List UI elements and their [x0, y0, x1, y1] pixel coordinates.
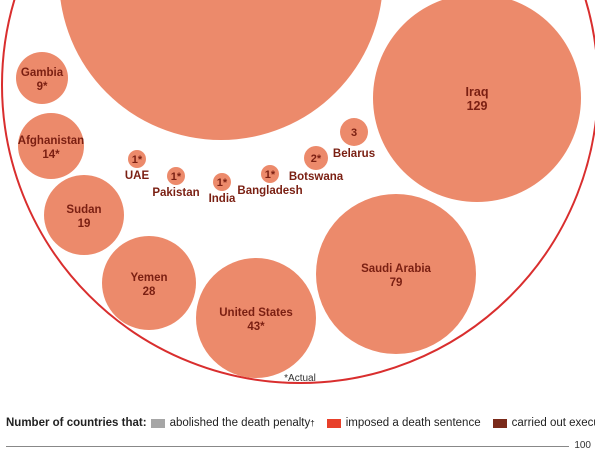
bubble-label-uae: UAE: [125, 170, 150, 182]
bubble-label-gambia: Gambia: [21, 67, 64, 79]
legend-swatch-abolished: [150, 418, 165, 428]
axis-line: [6, 446, 569, 447]
bubble-value-sudan: 19: [78, 218, 91, 230]
legend-label-sentence: imposed a death sentence: [345, 417, 481, 429]
bubble-label-saudi-arabia: Saudi Arabia: [361, 263, 431, 275]
bubble-value-belarus: 3: [351, 127, 357, 139]
bubble-value-uae: 1*: [132, 154, 143, 166]
bubble-pakistan: [167, 167, 185, 185]
bubble-label-pakistan: Pakistan: [152, 187, 199, 199]
bubble-saudi-arabia: [316, 194, 476, 354]
bubble-label-bangladesh: Bangladesh: [237, 185, 302, 197]
bubble-value-bangladesh: 1*: [265, 169, 276, 181]
bubble-value-botswana: 2*: [311, 153, 322, 165]
legend-item-abolished: abolished the death penalty †: [150, 417, 315, 429]
legend-label-executions: carried out executions: [511, 417, 595, 429]
legend-swatch-sentence: [326, 418, 341, 428]
bubble-label-united-states: United States: [219, 307, 293, 319]
bubble-gambia: [16, 52, 68, 104]
bubble-value-saudi-arabia: 79: [390, 277, 403, 289]
legend-label-abolished: abolished the death penalty: [169, 417, 311, 429]
bubble-sudan: [44, 175, 124, 255]
bubble-label-iraq: Iraq: [466, 85, 489, 99]
legend-item-executions: carried out executions: [492, 417, 595, 429]
legend-item-sentence: imposed a death sentence: [326, 417, 481, 429]
bubble-value-gambia: 9*: [37, 81, 48, 93]
legend-title: Number of countries that:: [6, 417, 147, 429]
bubble-label-afghanistan: Afghanistan: [18, 135, 84, 147]
bubble-belarus: [340, 118, 368, 146]
bubble-value-united-states: 43*: [247, 321, 265, 333]
legend: Number of countries that: abolished the …: [6, 417, 595, 429]
legend-dagger-marker: †: [310, 418, 315, 428]
bubble-india: [213, 173, 231, 191]
axis-tick-label: 100: [574, 440, 591, 451]
bubble-iran: [60, 0, 382, 140]
bubble-value-yemen: 28: [143, 286, 156, 298]
bubble-uae: [128, 150, 146, 168]
bubble-label-yemen: Yemen: [130, 272, 167, 284]
bubble-yemen: [102, 236, 196, 330]
bubble-bangladesh: [261, 165, 279, 183]
bubble-value-afghanistan: 14*: [42, 149, 60, 161]
bubble-value-pakistan: 1*: [171, 171, 182, 183]
bubble-label-sudan: Sudan: [66, 204, 101, 216]
footnote-actual: *Actual: [284, 373, 316, 384]
bubble-label-india: India: [209, 193, 236, 205]
bubble-value-iraq: 129: [467, 99, 488, 113]
bubble-label-botswana: Botswana: [289, 171, 344, 183]
bubble-value-india: 1*: [217, 177, 228, 189]
enclosing-circle: [1, 0, 595, 384]
bubble-afghanistan: [18, 113, 84, 179]
bubble-label-belarus: Belarus: [333, 148, 375, 160]
bubble-united-states: [196, 258, 316, 378]
bubble-botswana: [304, 146, 328, 170]
legend-swatch-executions: [492, 418, 507, 428]
bubble-iraq: [373, 0, 581, 202]
bubble-value-iran: 314: [211, 0, 232, 1]
